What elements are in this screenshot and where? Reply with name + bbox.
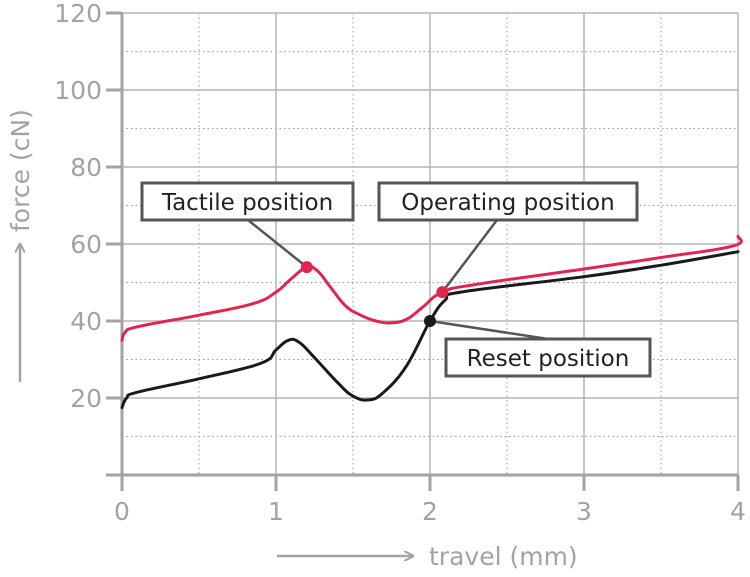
point-markers [300,261,449,327]
data-point-marker [300,261,313,274]
callouts: Tactile position Operating position Reset … [140,181,652,378]
x-tick-label: 0 [114,497,130,526]
axes [106,11,740,491]
data-point-marker [436,286,449,299]
series-lines [120,234,743,410]
y-tick-label: 80 [70,153,102,182]
callout-text: Tactile position [161,190,333,216]
callout-leader-line [247,219,308,269]
black-force-curve [120,250,740,410]
pink-force-curve [120,234,743,342]
callout-tactile-position: Tactile position [140,181,355,269]
x-axis-label: travel (mm) [429,542,578,571]
callout-text: Reset position [467,346,630,372]
data-point-marker [424,315,436,327]
callout-text: Operating position [401,190,614,216]
x-tick-label: 4 [730,497,746,526]
y-tick-label: 40 [70,307,102,336]
x-tick-label: 2 [422,497,438,526]
x-tick-label: 1 [268,497,284,526]
callout-box [444,337,652,378]
callout-reset-position: Reset position [429,319,652,378]
callout-leader-line [429,319,549,341]
callout-box [140,181,355,222]
y-axis-label: force (cN) [6,109,35,232]
y-tick-label: 100 [54,76,102,105]
axis-labels: 20 40 60 80 100 120 0 1 2 3 4 travel (mm) force (cN) [6,0,746,571]
y-tick-label: 20 [70,384,102,413]
y-tick-label: 120 [54,0,102,28]
callout-operating-position: Operating position [377,181,639,293]
callout-leader-line [441,219,498,293]
callout-box [377,181,639,222]
grid-lines [122,12,739,475]
y-tick-label: 60 [70,230,102,259]
x-tick-label: 3 [576,497,592,526]
